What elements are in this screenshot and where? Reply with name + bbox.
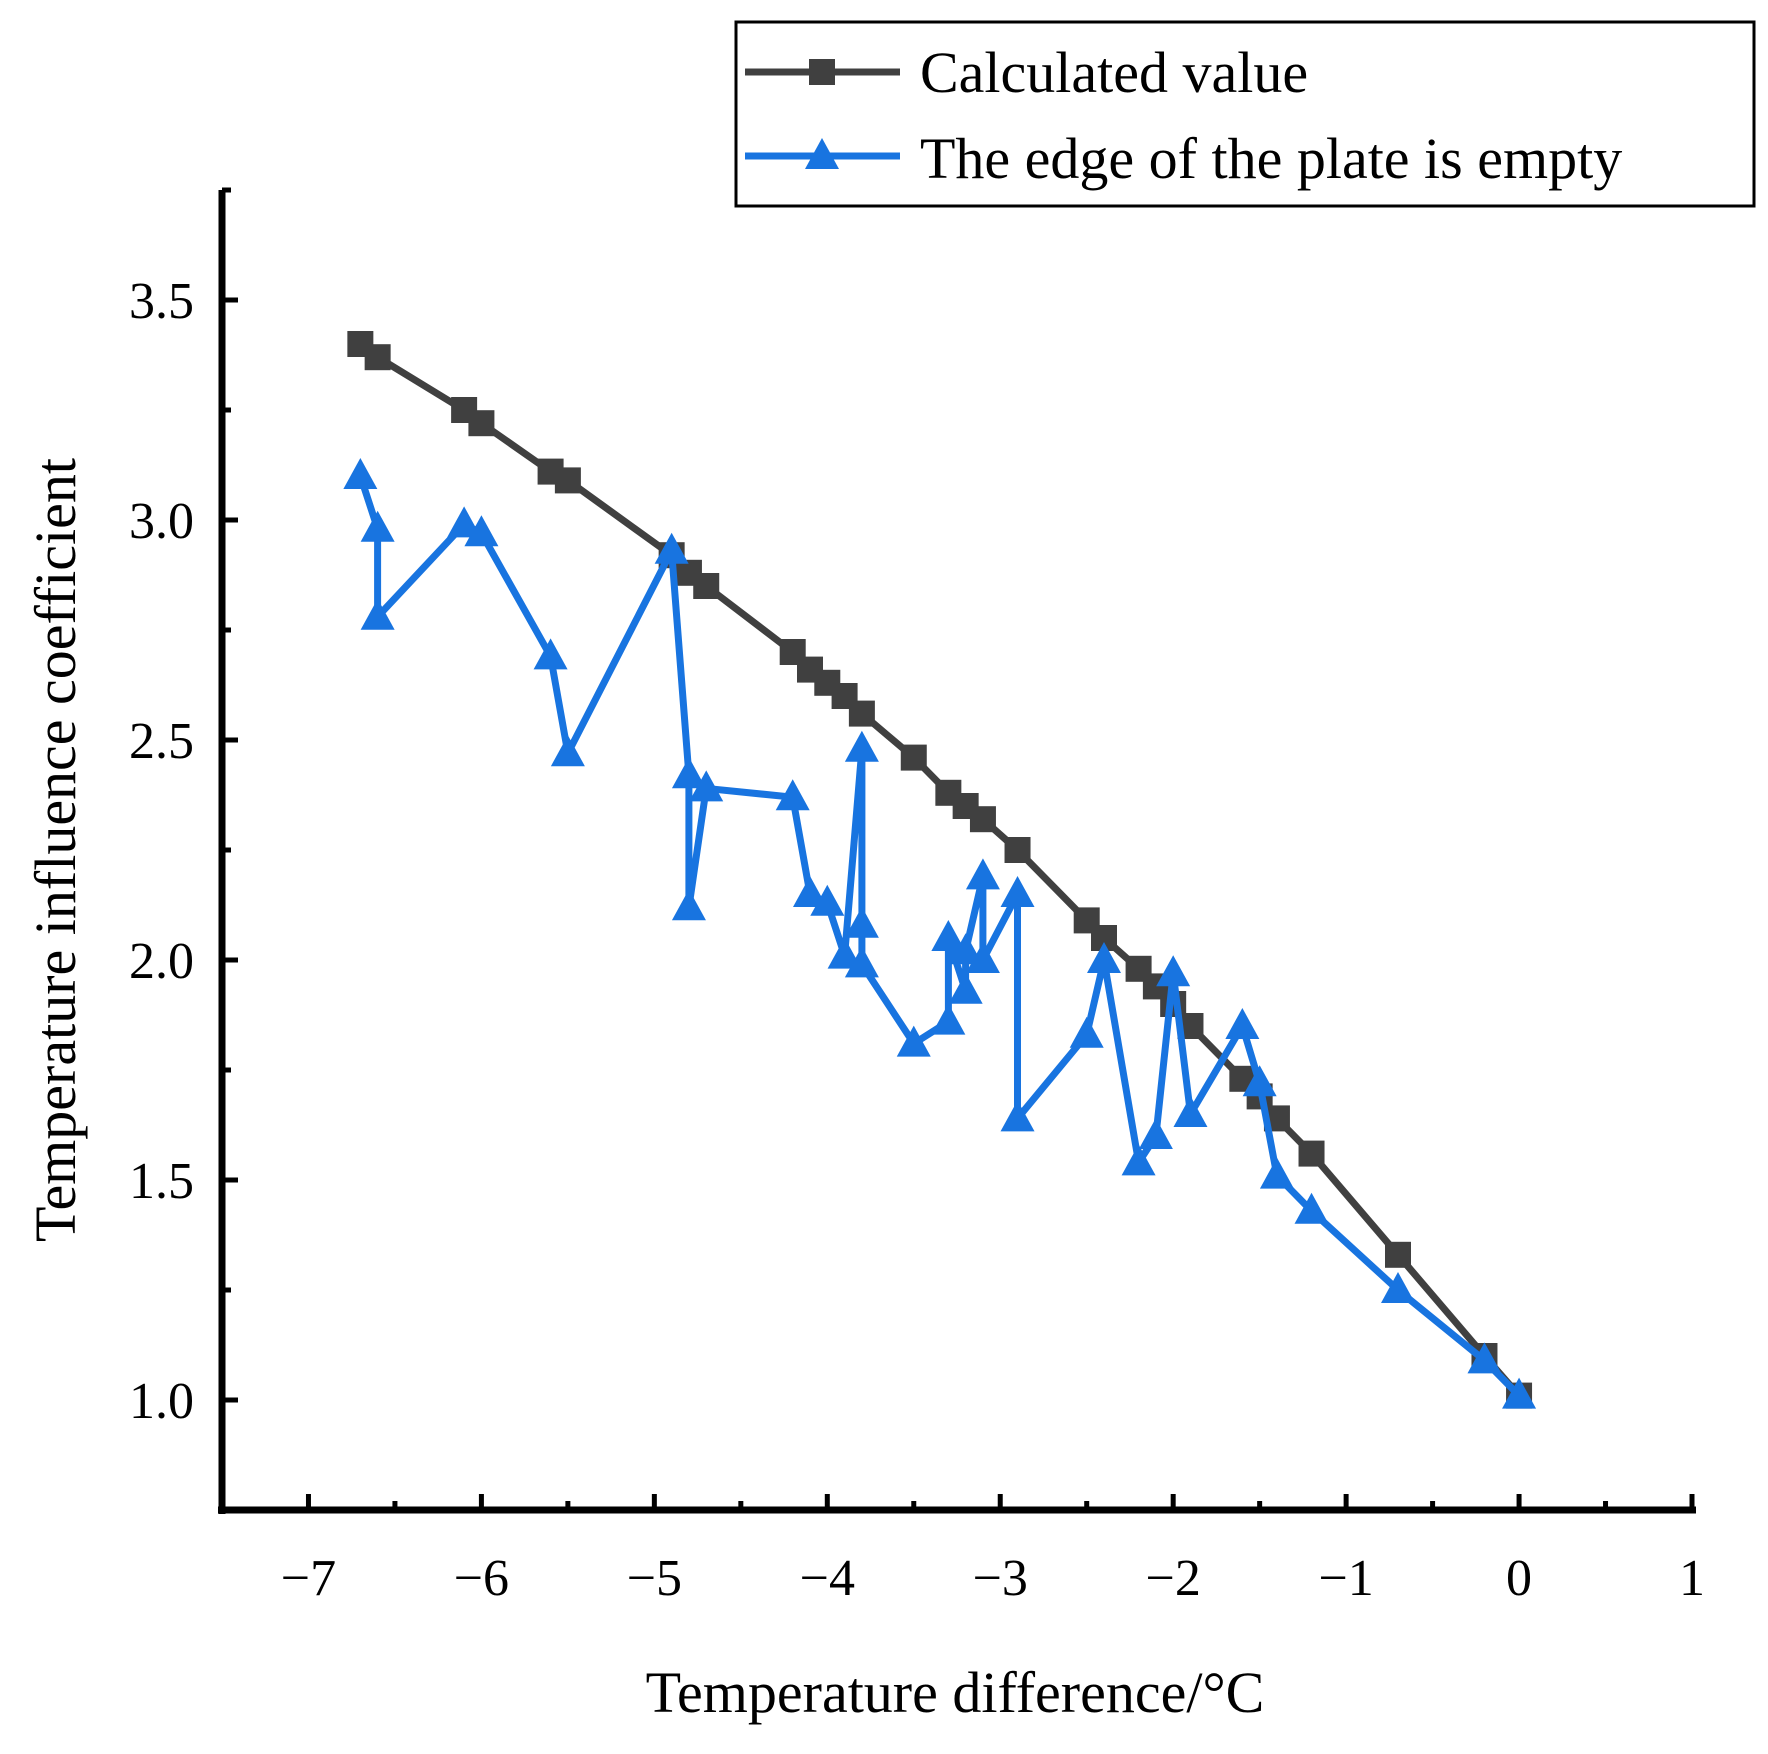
x-tick-label: −3 <box>973 1550 1028 1607</box>
square-point <box>848 700 875 727</box>
triangle-point <box>464 515 499 547</box>
legend-sample-plate-edge <box>745 138 900 169</box>
square-point <box>468 410 495 437</box>
series-plate-edge <box>343 458 1537 1409</box>
x-tick-label: 0 <box>1506 1550 1532 1607</box>
triangle-point <box>948 972 983 1004</box>
x-tick-label: −4 <box>800 1550 855 1607</box>
triangle-point <box>931 1003 966 1035</box>
square-point <box>554 467 581 494</box>
y-tick-label: 1.5 <box>129 1153 194 1210</box>
legend-label-plate-edge: The edge of the plate is empty <box>920 126 1622 191</box>
triangle-point <box>1087 942 1121 973</box>
series-line-plate-edge <box>357 474 1522 1399</box>
triangle-point <box>533 638 568 670</box>
square-point <box>1385 1241 1411 1268</box>
x-tick-label: −5 <box>627 1550 682 1607</box>
triangle-point <box>654 532 689 564</box>
y-axis-title: Temperature influence coefficient <box>23 458 88 1242</box>
triangle-point <box>1294 1192 1329 1224</box>
triangle-point <box>1121 1144 1156 1176</box>
legend: Calculated value The edge of the plate i… <box>734 20 1756 208</box>
x-tick-label: −6 <box>454 1550 509 1607</box>
triangle-point <box>1467 1342 1502 1374</box>
triangle-point <box>948 933 983 965</box>
square-point <box>900 744 927 771</box>
y-tick-label: 2.5 <box>129 713 194 770</box>
triangle-point <box>844 906 879 938</box>
x-tick-label: −2 <box>1146 1550 1201 1607</box>
triangle-point <box>793 876 827 907</box>
y-tick-label: 3.5 <box>129 273 194 330</box>
ticks: −7 −6 −5 −4 −3 −2 −1 0 1 1.0 1.5 2.0 2.5 3.0 3.5 <box>129 187 1705 1607</box>
legend-label-calculated: Calculated value <box>920 40 1308 105</box>
square-point <box>1298 1140 1325 1167</box>
x-tick-label: −1 <box>1318 1550 1373 1607</box>
triangle-point <box>1156 955 1191 987</box>
triangle-point <box>1242 1065 1277 1097</box>
y-tick-label: 3.0 <box>129 493 194 550</box>
square-point <box>969 806 996 833</box>
legend-square-marker <box>809 59 835 85</box>
legend-frame <box>734 20 1756 208</box>
triangle-point <box>844 946 879 978</box>
triangle-point <box>671 757 706 789</box>
triangle-point <box>1259 1157 1294 1189</box>
triangle-point <box>1173 1096 1208 1127</box>
triangle-point <box>447 506 482 538</box>
triangle-point <box>1225 1008 1260 1039</box>
triangle-point <box>844 730 879 762</box>
triangle-point <box>810 884 845 916</box>
triangle-point <box>965 942 1000 973</box>
x-tick-label: 1 <box>1679 1550 1705 1607</box>
axes <box>218 190 1696 1514</box>
x-tick-label: −7 <box>281 1550 336 1607</box>
triangle-point <box>343 458 378 489</box>
triangle-point <box>360 598 395 630</box>
series <box>343 331 1537 1409</box>
triangle-point <box>689 770 724 802</box>
triangle-point <box>965 858 1000 890</box>
x-axis-title: Temperature difference/°C <box>646 1660 1265 1725</box>
triangle-point <box>360 510 395 542</box>
triangle-point <box>896 1025 931 1057</box>
triangle-point <box>931 920 966 951</box>
triangle-point <box>550 735 585 767</box>
triangle-point <box>1138 1118 1173 1149</box>
triangle-point <box>1381 1272 1415 1303</box>
series-calculated <box>347 331 1533 1409</box>
legend-triangle-marker <box>805 138 839 169</box>
triangle-point <box>1000 876 1035 907</box>
triangle-point <box>1069 1016 1104 1048</box>
square-point <box>1004 837 1031 863</box>
triangle-point <box>775 779 810 811</box>
triangle-point <box>1502 1377 1537 1409</box>
square-point <box>693 573 720 599</box>
triangle-point <box>1000 1100 1035 1132</box>
triangle-point <box>827 937 862 969</box>
legend-sample-calculated <box>745 59 900 85</box>
y-tick-label: 1.0 <box>129 1373 194 1430</box>
triangle-point <box>671 889 706 921</box>
square-point <box>364 344 391 371</box>
y-tick-label: 2.0 <box>129 933 194 990</box>
